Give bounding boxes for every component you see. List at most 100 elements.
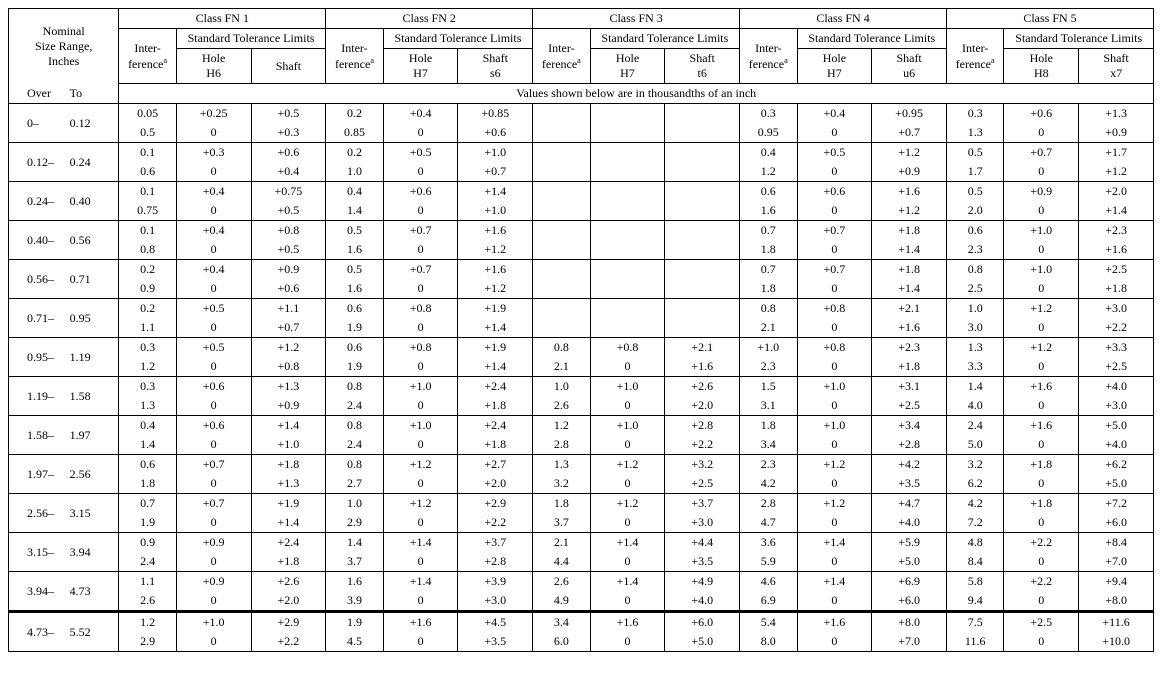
cell-int: 0.2	[326, 104, 383, 124]
size-over: 0–	[9, 104, 64, 143]
cell-hole: +0.8	[590, 338, 665, 358]
interference-header: Inter-ferencea	[119, 29, 176, 84]
cell-shaft: +3.0	[1079, 299, 1154, 319]
cell-hole: +1.6	[797, 612, 872, 633]
cell-int: 1.9	[326, 357, 383, 377]
cell-shaft: +1.2	[872, 201, 947, 221]
cell-hole: +0.7	[797, 260, 872, 280]
cell-hole: 0	[1004, 318, 1079, 338]
cell-shaft: +1.4	[251, 416, 326, 436]
cell-hole: +1.2	[383, 494, 458, 514]
cell-shaft: +1.9	[458, 299, 533, 319]
cell-shaft: +2.5	[665, 474, 740, 494]
cell-hole: +1.6	[1004, 377, 1079, 397]
cell-hole: 0	[176, 474, 251, 494]
cell-hole: +0.7	[1004, 143, 1079, 163]
shaft-header: Shaftx7	[1079, 49, 1154, 84]
class-header: Class FN 3	[533, 9, 740, 29]
cell-hole: +1.4	[383, 533, 458, 553]
cell-int: 1.5	[740, 377, 797, 397]
shaft-header: Shaft	[251, 49, 326, 84]
cell-int: 0.3	[740, 104, 797, 124]
cell-hole: +1.8	[1004, 494, 1079, 514]
cell-shaft: +4.0	[1079, 377, 1154, 397]
cell-int: 2.4	[326, 435, 383, 455]
cell-shaft: +2.8	[872, 435, 947, 455]
cell-hole: 0	[383, 632, 458, 652]
cell-shaft: +1.1	[251, 299, 326, 319]
cell-int: 0.3	[119, 377, 176, 397]
cell-hole: 0	[1004, 123, 1079, 143]
cell-hole: 0	[590, 396, 665, 416]
size-to: 0.40	[64, 182, 119, 221]
cell-shaft: +1.2	[458, 240, 533, 260]
cell-int: 0.9	[119, 533, 176, 553]
cell-shaft: +6.9	[872, 572, 947, 592]
cell-hole: +1.4	[797, 572, 872, 592]
cell-shaft: +1.6	[458, 260, 533, 280]
shaft-header: Shafts6	[458, 49, 533, 84]
cell-int: 3.7	[326, 552, 383, 572]
cell-hole	[590, 221, 665, 241]
cell-hole: +0.7	[383, 221, 458, 241]
cell-shaft: +6.0	[665, 612, 740, 633]
cell-hole: 0	[176, 201, 251, 221]
cell-int: 1.4	[326, 201, 383, 221]
cell-shaft: +1.4	[458, 357, 533, 377]
cell-int: 0.5	[326, 260, 383, 280]
cell-hole: 0	[1004, 240, 1079, 260]
size-to: 0.95	[64, 299, 119, 338]
cell-int: 0.2	[119, 299, 176, 319]
size-to: 0.24	[64, 143, 119, 182]
cell-int: 6.0	[533, 632, 590, 652]
std-tol-header: Standard Tolerance Limits	[1004, 29, 1154, 49]
cell-int: 2.6	[533, 396, 590, 416]
cell-hole: +0.8	[383, 338, 458, 358]
cell-shaft: +1.0	[251, 435, 326, 455]
cell-hole: +1.2	[1004, 299, 1079, 319]
cell-hole	[590, 299, 665, 319]
cell-shaft: +1.3	[1079, 104, 1154, 124]
cell-shaft: +0.8	[251, 357, 326, 377]
cell-shaft: +0.95	[872, 104, 947, 124]
cell-int: 2.1	[740, 318, 797, 338]
cell-int: 1.4	[119, 435, 176, 455]
cell-hole: 0	[383, 279, 458, 299]
cell-hole: 0	[383, 552, 458, 572]
cell-int: 1.9	[326, 318, 383, 338]
size-over: 1.19–	[9, 377, 64, 416]
cell-int	[533, 182, 590, 202]
cell-shaft: +0.7	[251, 318, 326, 338]
cell-shaft: +1.4	[1079, 201, 1154, 221]
cell-shaft: +2.2	[665, 435, 740, 455]
cell-int: 0.4	[326, 182, 383, 202]
cell-shaft: +8.0	[1079, 591, 1154, 612]
cell-hole: +0.3	[176, 143, 251, 163]
cell-hole: 0	[1004, 474, 1079, 494]
cell-hole: +0.4	[176, 221, 251, 241]
cell-shaft: +6.2	[1079, 455, 1154, 475]
cell-shaft: +4.0	[872, 513, 947, 533]
cell-shaft	[665, 240, 740, 260]
cell-int: 2.3	[740, 455, 797, 475]
hole-header: HoleH7	[797, 49, 872, 84]
cell-int: 0.5	[946, 143, 1003, 163]
cell-shaft: +1.8	[458, 396, 533, 416]
cell-hole: 0	[590, 591, 665, 612]
cell-hole: +0.4	[176, 260, 251, 280]
cell-int: 1.7	[946, 162, 1003, 182]
size-over: 0.56–	[9, 260, 64, 299]
cell-hole: 0	[1004, 591, 1079, 612]
cell-int	[533, 221, 590, 241]
cell-shaft: +1.8	[872, 260, 947, 280]
cell-shaft: +0.9	[1079, 123, 1154, 143]
cell-shaft: +1.4	[251, 513, 326, 533]
std-tol-header: Standard Tolerance Limits	[176, 29, 325, 49]
cell-int: 0.8	[533, 338, 590, 358]
cell-hole: +0.7	[797, 221, 872, 241]
cell-hole: 0	[797, 632, 872, 652]
cell-int: 0.2	[326, 143, 383, 163]
cell-hole: +2.2	[1004, 572, 1079, 592]
cell-shaft	[665, 162, 740, 182]
cell-hole: 0	[797, 123, 872, 143]
